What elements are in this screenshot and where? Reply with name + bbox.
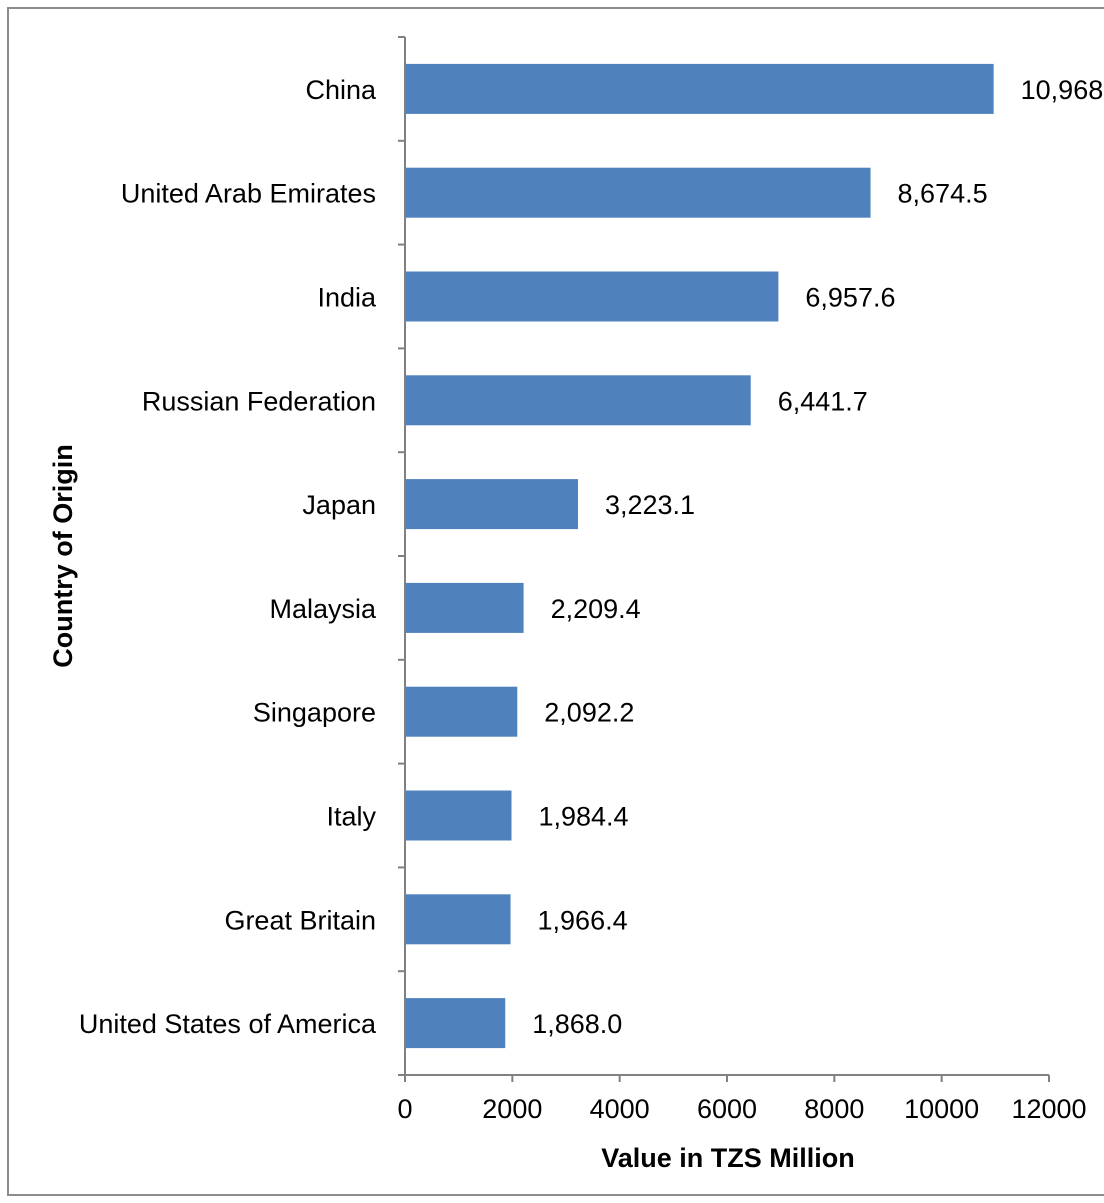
- category-label: Russian Federation: [142, 386, 376, 416]
- bar: [405, 894, 511, 945]
- data-label: 2,092.2: [544, 698, 634, 728]
- category-label: United States of America: [79, 1009, 377, 1039]
- bar: [405, 167, 871, 218]
- x-tick-label: 6000: [697, 1094, 757, 1124]
- x-tick-label: 10000: [904, 1094, 979, 1124]
- x-axis-title: Value in TZS Million: [601, 1143, 855, 1173]
- x-tick-label: 2000: [482, 1094, 542, 1124]
- category-label: Malaysia: [269, 594, 377, 624]
- data-label: 6,441.7: [778, 386, 868, 416]
- data-label: 6,957.6: [805, 283, 895, 313]
- x-tick-label: 4000: [590, 1094, 650, 1124]
- plot-area: China 10,968.6 United Arab Emirates 8,674.5…: [79, 36, 1104, 1124]
- data-label: 10,968.6: [1021, 75, 1104, 105]
- category-label: Singapore: [253, 698, 376, 728]
- x-tick-label: 12000: [1011, 1094, 1086, 1124]
- category-label: China: [305, 75, 377, 105]
- data-label: 3,223.1: [605, 490, 695, 520]
- category-label: United Arab Emirates: [121, 179, 376, 209]
- bar: [405, 998, 506, 1049]
- bar: [405, 271, 779, 322]
- bar: [405, 479, 578, 530]
- data-label: 2,209.4: [551, 594, 641, 624]
- y-axis-title: Country of Origin: [48, 444, 78, 667]
- category-label: Great Britain: [224, 905, 376, 935]
- data-label: 1,868.0: [532, 1009, 622, 1039]
- bar: [405, 375, 751, 426]
- category-label: Italy: [326, 802, 376, 832]
- category-label: India: [317, 283, 377, 313]
- bar: [405, 686, 518, 737]
- data-label: 1,966.4: [538, 905, 628, 935]
- bar: [405, 790, 512, 841]
- data-label: 8,674.5: [898, 179, 988, 209]
- category-label: Japan: [302, 490, 376, 520]
- bar: [405, 63, 994, 114]
- x-tick-label: 0: [397, 1094, 412, 1124]
- x-tick-label: 8000: [804, 1094, 864, 1124]
- data-label: 1,984.4: [538, 802, 628, 832]
- y-axis-title-group: Country of Origin: [48, 444, 78, 667]
- bar: [405, 582, 524, 633]
